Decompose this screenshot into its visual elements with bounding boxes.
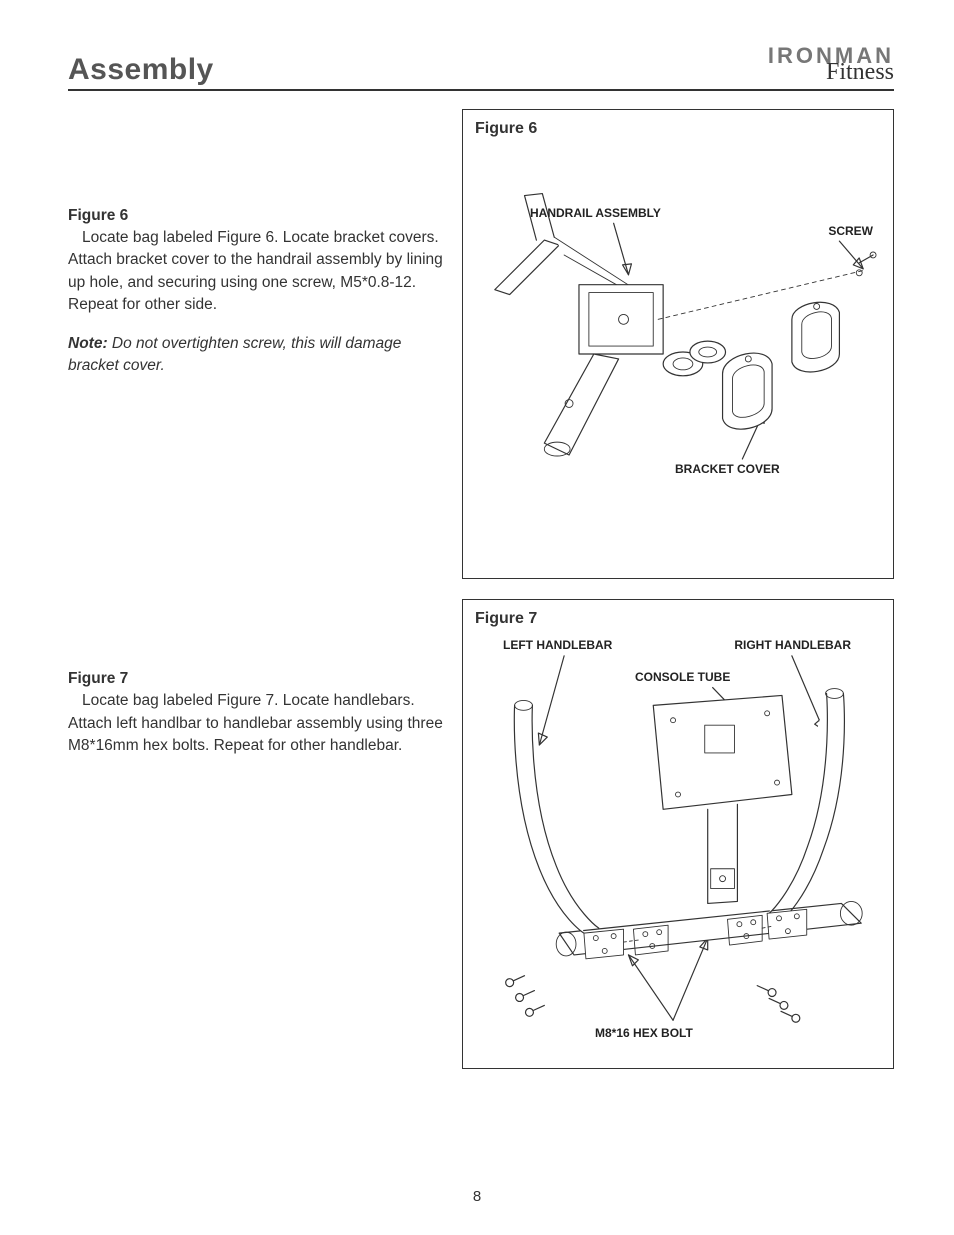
callout-hex-bolt: M8*16 HEX BOLT bbox=[595, 1026, 693, 1040]
figure6-heading: Figure 6 bbox=[68, 205, 448, 227]
callout-bracket-cover: BRACKET COVER bbox=[675, 462, 780, 476]
brand-logo: IRONMAN Fitness bbox=[768, 48, 894, 87]
figure7-box: Figure 7 LEFT HANDLEBAR RIGHT HANDLEBAR … bbox=[462, 599, 894, 1069]
figure6-note: Note: Do not overtighten screw, this wil… bbox=[68, 333, 448, 378]
figure7-box-title: Figure 7 bbox=[475, 610, 881, 628]
figure6-box-title: Figure 6 bbox=[475, 120, 881, 138]
figure7-heading: Figure 7 bbox=[68, 668, 448, 690]
callout-right-handlebar: RIGHT HANDLEBAR bbox=[734, 638, 851, 652]
figure6-diagram: HANDRAIL ASSEMBLY SCREW BRACKET COVER bbox=[475, 144, 881, 564]
figure7-text-block: Figure 7 Locate bag labeled Figure 7. Lo… bbox=[68, 668, 448, 758]
figure6-note-body: Do not overtighten screw, this will dama… bbox=[68, 335, 401, 374]
figure7-body: Locate bag labeled Figure 7. Locate hand… bbox=[68, 690, 448, 757]
page-number: 8 bbox=[0, 1188, 954, 1205]
brand-logo-bottom: Fitness bbox=[768, 63, 894, 81]
figure7-svg bbox=[475, 634, 881, 1054]
callout-console-tube: CONSOLE TUBE bbox=[635, 670, 730, 684]
callout-left-handlebar: LEFT HANDLEBAR bbox=[503, 638, 612, 652]
callout-screw: SCREW bbox=[828, 224, 873, 238]
page-title: Assembly bbox=[68, 53, 214, 87]
figure6-body: Locate bag labeled Figure 6. Locate brac… bbox=[68, 227, 448, 317]
figure6-box: Figure 6 HANDRAIL ASSEMBLY SCREW BRACKET… bbox=[462, 109, 894, 579]
figure6-note-lead: Note: bbox=[68, 335, 108, 352]
callout-handrail-assembly: HANDRAIL ASSEMBLY bbox=[530, 206, 661, 220]
figure6-text-block: Figure 6 Locate bag labeled Figure 6. Lo… bbox=[68, 205, 448, 378]
figure7-diagram: LEFT HANDLEBAR RIGHT HANDLEBAR CONSOLE T… bbox=[475, 634, 881, 1054]
